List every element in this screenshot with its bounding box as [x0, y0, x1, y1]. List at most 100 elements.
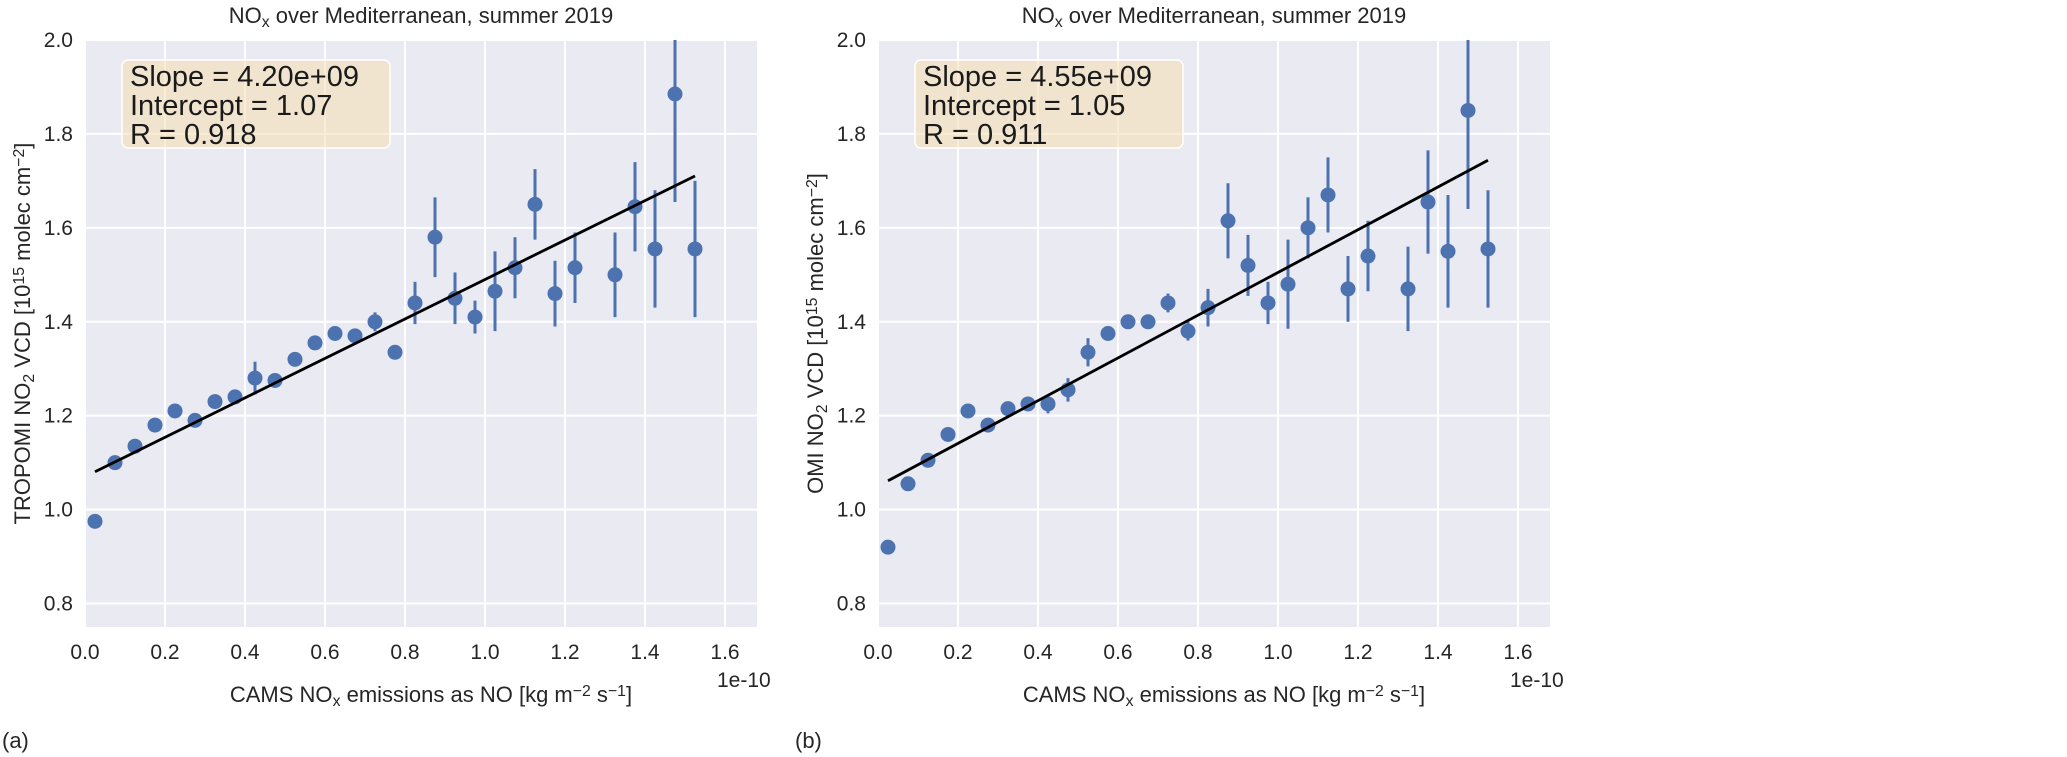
- fit-line: [94, 174, 696, 474]
- y-tick-label: 1.8: [837, 123, 866, 146]
- y-axis-label-mid2: molec cm: [10, 167, 35, 267]
- y-axis-label-post: ]: [10, 143, 35, 149]
- y-axis-label-sup1: 15: [804, 297, 821, 315]
- x-axis-label-pre: CAMS NO: [1023, 682, 1126, 707]
- data-point: [1260, 295, 1276, 311]
- x-tick-label: 0.8: [390, 641, 419, 664]
- data-point: [1000, 401, 1016, 417]
- stats-box: [914, 59, 1184, 149]
- y-tick-label: 1.2: [837, 405, 866, 428]
- x-tick-label: 1.6: [1503, 641, 1532, 664]
- x-offset-label: 1e-10: [717, 669, 771, 692]
- data-point: [407, 295, 423, 311]
- data-point: [900, 476, 916, 492]
- data-point: [447, 290, 463, 306]
- data-point: [427, 229, 443, 245]
- data-point: [1180, 323, 1196, 339]
- chart-title: NOx over Mediterranean, summer 2019: [1022, 3, 1407, 31]
- data-point: [1100, 326, 1116, 341]
- data-point: [147, 417, 163, 433]
- data-point: [347, 328, 363, 344]
- x-axis-label-post: ]: [1419, 682, 1425, 707]
- data-point: [1340, 281, 1356, 297]
- y-tick-label: 1.4: [837, 311, 867, 334]
- data-point: [367, 314, 383, 330]
- chart-panel-a: 0.0 0.2 0.4 0.6 0.8 1.0 1.2 1.4 1.6 0.8 1.0 1.2 1.4 1…: [2, 3, 771, 753]
- data-point: [247, 370, 263, 386]
- y-tick-label: 1.2: [44, 405, 73, 428]
- y-tick-label: 1.6: [44, 217, 73, 240]
- y-tick-label: 1.0: [837, 499, 866, 522]
- data-point: [1240, 257, 1256, 273]
- y-axis-label: OMI NO2 VCD [1015 molec cm−2]: [803, 173, 831, 494]
- y-axis-label-sub: 2: [814, 404, 831, 413]
- x-tick-label: 0.2: [150, 641, 179, 664]
- y-tick-label: 2.0: [44, 29, 73, 52]
- data-point: [940, 426, 956, 442]
- x-tick-label: 0.0: [70, 641, 99, 664]
- x-tick-label: 0.8: [1183, 641, 1212, 664]
- y-axis-label: TROPOMI NO2 VCD [1015 molec cm−2]: [10, 143, 38, 525]
- data-point: [1120, 314, 1136, 330]
- data-point: [1140, 314, 1156, 330]
- y-axis-label-sup1: 15: [11, 267, 28, 285]
- data-point: [167, 403, 183, 419]
- stats-box: [121, 59, 391, 149]
- data-point: [1440, 243, 1456, 259]
- data-point: [880, 539, 896, 555]
- stats-text: Slope = 4.55e+09: [923, 61, 1152, 93]
- data-point: [1220, 213, 1236, 229]
- x-tick-label: 1.6: [710, 641, 739, 664]
- chart-title-post: over Mediterranean, summer 2019: [1063, 3, 1407, 28]
- panel-label: (b): [795, 728, 822, 753]
- data-point: [1080, 344, 1096, 360]
- y-axis-label-mid: VCD [10: [10, 285, 35, 374]
- chart-title-post: over Mediterranean, summer 2019: [270, 3, 614, 28]
- data-point: [527, 196, 543, 212]
- x-tick-label: 1.2: [550, 641, 579, 664]
- data-point: [607, 267, 623, 283]
- y-tick-label: 2.0: [837, 29, 866, 52]
- x-tick-label: 0.6: [310, 641, 339, 664]
- y-tick-label: 1.4: [44, 311, 74, 334]
- x-tick-label: 1.0: [470, 641, 499, 664]
- data-point: [327, 326, 343, 341]
- stats-text: Slope = 4.20e+09: [130, 61, 359, 93]
- fit-line: [887, 159, 1489, 483]
- x-axis-label-mid2: s: [591, 682, 608, 707]
- data-point: [1300, 220, 1316, 236]
- data-point: [687, 241, 703, 257]
- x-offset-label: 1e-10: [1510, 669, 1564, 692]
- x-axis-label-pre: CAMS NO: [230, 682, 333, 707]
- chart-title-pre: NO: [229, 3, 262, 28]
- y-axis-label-sup2: −2: [804, 179, 821, 197]
- x-tick-label: 0.4: [230, 641, 260, 664]
- x-axis-label-post: ]: [626, 682, 632, 707]
- data-point: [1420, 194, 1436, 210]
- data-point: [567, 260, 583, 276]
- y-axis-label-post: ]: [803, 173, 828, 179]
- x-axis-label-mid: emissions as NO [kg m: [340, 682, 572, 707]
- x-tick-label: 0.6: [1103, 641, 1132, 664]
- y-axis-label-sub: 2: [21, 374, 38, 383]
- chart-title-sub: x: [1055, 14, 1063, 31]
- data-point: [1360, 248, 1376, 264]
- x-tick-label: 1.4: [1423, 641, 1453, 664]
- data-point: [1280, 276, 1296, 292]
- stats-text: Intercept = 1.05: [923, 90, 1125, 122]
- x-axis-label: CAMS NOx emissions as NO [kg m−2 s−1]: [1023, 682, 1425, 710]
- x-axis-label-mid: emissions as NO [kg m: [1133, 682, 1365, 707]
- data-point: [647, 241, 663, 257]
- y-axis-label-sup2: −2: [11, 149, 28, 167]
- data-point: [287, 351, 303, 367]
- x-tick-label: 1.2: [1343, 641, 1372, 664]
- stats-text: Intercept = 1.07: [130, 90, 332, 122]
- y-axis-label-mid2: molec cm: [803, 197, 828, 297]
- data-point: [1480, 241, 1496, 257]
- data-point: [387, 344, 403, 360]
- data-point: [207, 394, 223, 410]
- y-axis-label-mid: VCD [10: [803, 315, 828, 404]
- x-tick-label: 1.0: [1263, 641, 1292, 664]
- chart-title: NOx over Mediterranean, summer 2019: [229, 3, 614, 31]
